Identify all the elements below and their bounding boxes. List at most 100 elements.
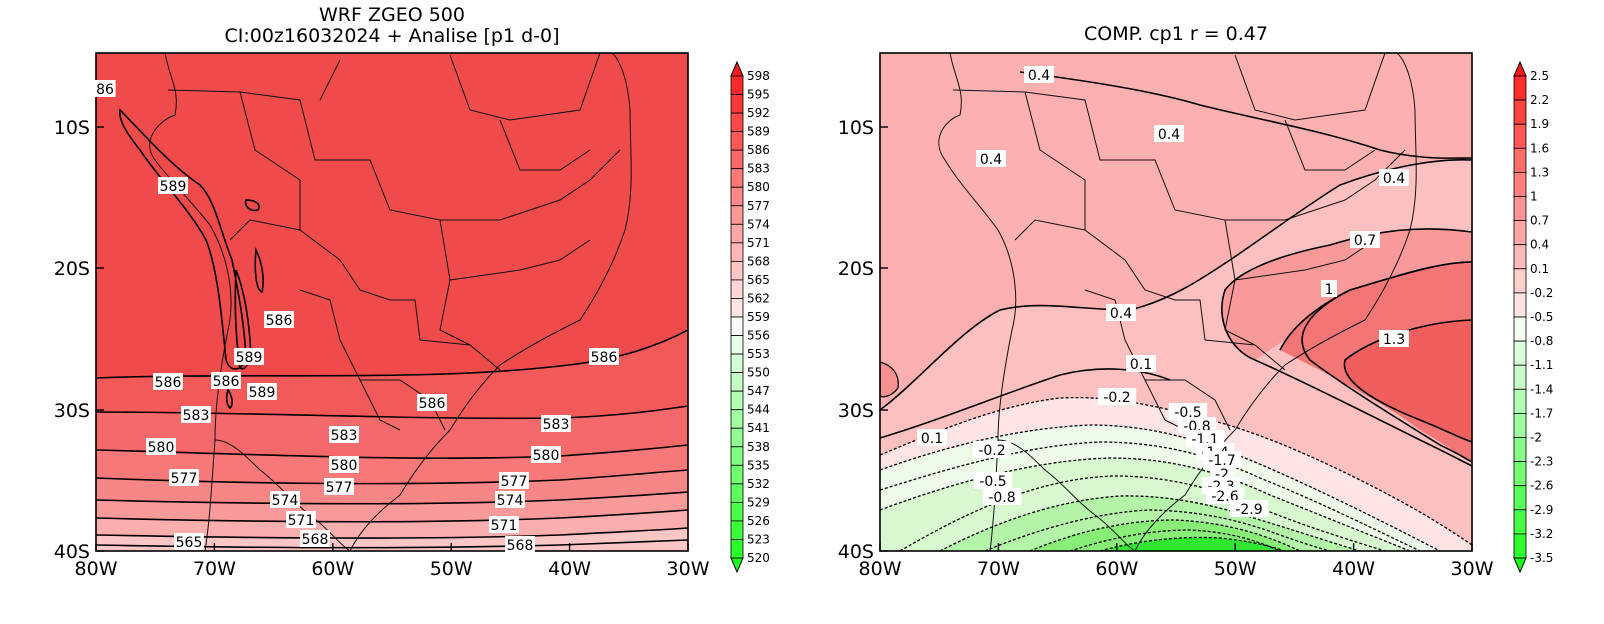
right-colorbar-segment [1513,461,1527,487]
left-colorbar-label: 559 [747,310,770,324]
right-colorbar-segment [1513,196,1527,222]
left-contour-label-bg [247,383,277,400]
left-contour-label-bg [286,511,316,528]
right-colorbar-label: 1 [1530,190,1538,204]
left-x-tick-label: 30W [667,558,710,580]
left-colorbar-label: 589 [747,125,770,139]
left-colorbar-segment [730,520,744,540]
left-contour-label-bg [146,438,176,455]
left-y-tick-label: 10S [54,117,90,139]
right-contour-label-bg [1321,280,1337,297]
right-colorbar-segment [1513,388,1527,414]
right-contour-label-bg [1229,500,1269,517]
right-colorbar-label: -3.2 [1530,527,1553,541]
left-contour-label-bg [270,491,300,508]
left-boundaries [149,53,632,551]
right-contour-label-bg [973,472,1013,489]
left-x-tick-label: 70W [193,558,236,580]
right-colorbar-segment [1513,412,1527,438]
left-colorbar-label: 547 [747,384,770,398]
left-contour-label-bg [589,348,619,365]
right-contour-label-bg [917,429,947,446]
left-colorbar-segment [730,427,744,448]
right-contour-label-bg [1097,388,1137,405]
right-contour-label: 0.4 [1110,306,1132,322]
left-x-tick-label: 50W [430,558,473,580]
right-colorbar-label: -1.1 [1530,358,1553,372]
right-x-tick-label: 50W [1214,558,1257,580]
right-colorbar-label: -0.2 [1530,286,1553,300]
right-x-tick-label: 40W [1332,558,1375,580]
left-contour-label: 586 [591,350,618,366]
right-contour-label: 0.4 [1158,127,1180,143]
right-contour-label-bg [976,150,1006,167]
left-colorbar-max-triangle [730,60,744,77]
left-x-tick-label: 40W [548,558,591,580]
right-contour-label: 0.4 [980,152,1002,168]
left-contour-label: 577 [501,474,528,490]
left-colorbar-label: 532 [747,477,770,491]
right-y-axis: 10S 20S 30S 40S [838,117,888,563]
left-colorbar-label: 568 [747,254,770,268]
left-x-axis: 80W 70W 60W 50W 40W 30W [75,543,710,580]
left-colorbar-label: 583 [747,162,770,176]
left-contour-label-bg [489,516,519,533]
left-contour-label: 586 [155,375,182,391]
left-colorbar-segment [730,205,744,225]
left-colorbar-segment [730,223,744,244]
right-colorbar-segment [1513,364,1527,390]
right-title: COMP. cp1 r = 0.47 [1084,23,1268,45]
left-contour-label-bg [211,372,241,389]
left-colorbar-label: 544 [747,403,770,417]
left-colorbar-label: 523 [747,532,770,546]
left-colorbar-label: 574 [747,217,770,231]
right-colorbar-label: -0.8 [1530,334,1553,348]
left-contour-label-bg [153,373,183,390]
left-colorbar-segment [730,112,744,133]
left-contour-label: 565 [176,535,203,551]
right-colorbar-segment [1513,340,1527,366]
left-contour-label-bg [234,348,264,365]
left-colorbar-segment [730,279,744,299]
left-contour-label: 589 [236,350,263,366]
right-colorbar-label: -1.4 [1530,382,1553,396]
left-contour-label: 577 [171,471,198,487]
right-colorbar-segment [1513,292,1527,318]
left-contour-label: 571 [491,518,518,534]
right-contour-labels: 0.4 0.4 0.4 0.4 0.7 1 1.3 0.4 0.1 0.1 -0.2 -0.2 -0.5… [917,66,1409,518]
right-colorbar-label: 0.1 [1530,262,1549,276]
left-colorbar-segment [730,260,744,281]
right-y-tick-label: 10S [838,117,874,139]
right-contour-label-bg [1154,125,1184,142]
right-contour-label-bg [1350,231,1380,248]
right-contour-label-bg [1126,355,1156,372]
left-colorbar-label: 571 [747,236,770,250]
left-contour-label: 577 [326,480,353,496]
right-colorbar-segment [1513,220,1527,246]
left-contour-label-bg [505,536,535,553]
right-colorbar-label: -2 [1530,431,1542,445]
left-colorbar-label: 577 [747,199,770,213]
left-contour-label-bg [158,177,188,194]
right-contour-label: 0.4 [1028,68,1050,84]
right-x-axis: 80W 70W 60W 50W 40W 30W [859,543,1494,580]
right-colorbar-label: 1.6 [1530,141,1549,155]
left-colorbar: 598 595 592 589 586 583 580 577 574 571 568 565 562 5… [730,60,770,574]
right-y-tick-label: 30S [838,400,874,422]
left-colorbar-label: 580 [747,180,770,194]
right-contour-label-bg [1177,417,1217,434]
left-title-line2: CI:00z16032024 + Analise [p1 d-0] [224,25,559,47]
left-colorbar-label: 586 [747,143,770,157]
right-colorbar-label: 1.9 [1530,117,1549,131]
left-y-axis: 10S 20S 30S 40S [54,117,104,563]
right-colorbar-segment [1513,147,1527,173]
right-y-tick-label: 20S [838,258,874,280]
right-contour-label: -0.8 [988,490,1015,506]
right-contour-label-bg [982,488,1022,505]
left-contour-label: 568 [302,532,329,548]
left-colorbar-label: 595 [747,88,770,102]
right-y-tick-label: 40S [838,541,874,563]
right-colorbar-segment [1513,485,1527,511]
left-colorbar-segment [730,131,744,151]
